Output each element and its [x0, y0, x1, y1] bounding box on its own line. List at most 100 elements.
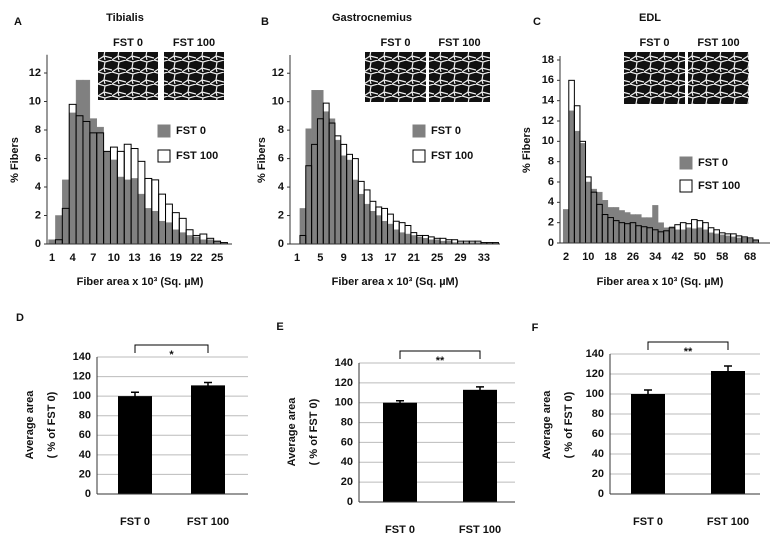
x-axis-label: Fiber area x 10³ (Sq. µM) [597, 276, 724, 288]
x-tick-label: 13 [128, 252, 140, 264]
histogram-bar [54, 239, 63, 245]
legend-swatch [412, 124, 426, 138]
histogram-bar [158, 193, 167, 245]
y-tick-label: 2 [278, 209, 284, 221]
y-tick-label: 0 [548, 237, 554, 249]
y-tick-label: 12 [542, 115, 554, 127]
legend-label: FST 0 [698, 157, 728, 169]
histogram-bar [171, 212, 180, 245]
histogram-bar [590, 191, 598, 244]
panel-label: E [276, 321, 283, 333]
x-tick-label: 1 [294, 252, 300, 264]
y-tick-label: 80 [79, 410, 91, 422]
histogram-bar [416, 234, 424, 245]
histogram-bar [392, 220, 400, 245]
histogram-bar [629, 222, 637, 244]
inset-label: FST 0 [381, 37, 411, 49]
y-tick-label: 140 [73, 351, 91, 363]
histogram-bar [398, 222, 406, 245]
histogram-bar [178, 217, 187, 245]
x-tick-label: 10 [582, 251, 594, 263]
histogram-bar [696, 220, 704, 244]
y-tick-label: 40 [79, 449, 91, 461]
y-tick-label: 18 [542, 54, 554, 66]
micrograph [688, 52, 749, 104]
bar [631, 394, 665, 494]
inset-label: FST 0 [640, 37, 670, 49]
legend-swatch [412, 149, 426, 163]
histogram-bar [640, 226, 648, 244]
histogram-bar [369, 200, 377, 245]
y-tick-label: 60 [79, 429, 91, 441]
histogram-bar [130, 148, 139, 245]
y-tick-label: 120 [335, 377, 353, 389]
histogram-bar [340, 143, 348, 245]
histogram-bar [137, 160, 146, 245]
y-tick-label: 14 [542, 95, 555, 107]
x-axis-label: Fiber area x 10³ (Sq. µM) [77, 276, 204, 288]
histogram-bar [151, 179, 160, 245]
y-axis-label: % Fibers [9, 137, 21, 183]
histogram-bar [311, 143, 318, 245]
y-tick-label: 2 [35, 209, 41, 221]
x-tick-label: 16 [149, 252, 161, 264]
x-axis-label: Fiber area x 10³ (Sq. µM) [332, 276, 459, 288]
legend-label: FST 0 [176, 125, 206, 137]
histogram-bar [305, 165, 313, 245]
x-tick-label: 68 [744, 251, 756, 263]
histogram-bar [61, 207, 70, 245]
histogram-bar [89, 132, 98, 245]
micrograph [365, 52, 426, 102]
histogram-bar [730, 233, 737, 244]
histogram-bar [445, 239, 453, 245]
y-tick-label: 100 [73, 390, 91, 402]
histogram-bar [713, 229, 720, 244]
histogram-bar [585, 176, 592, 244]
histogram-bar [451, 239, 459, 245]
significance-label: ** [684, 346, 693, 358]
histogram-bar [375, 206, 383, 245]
histogram-bar [624, 223, 631, 244]
y-tick-label: 2 [548, 217, 554, 229]
y-tick-label: 0 [85, 488, 91, 500]
histogram-bar [702, 222, 709, 244]
y-tick-label: 4 [35, 181, 42, 193]
x-tick-label: 25 [211, 252, 223, 264]
chart-title: Gastrocnemius [332, 12, 412, 24]
y-tick-label: 8 [35, 124, 41, 136]
histogram-bar [351, 158, 359, 245]
error-bar [204, 381, 212, 389]
error-bar [644, 389, 652, 398]
histogram-bar [103, 150, 111, 245]
histogram-bar [299, 234, 307, 245]
x-tick-label: 34 [649, 251, 662, 263]
y-tick-label: 0 [598, 488, 604, 500]
x-tick-label: 29 [454, 252, 466, 264]
histogram-bar [363, 189, 371, 245]
x-tick-label: FST 100 [187, 516, 229, 528]
histogram-bar [596, 203, 603, 244]
histogram-bar [607, 217, 614, 244]
inset-label: FST 0 [113, 37, 143, 49]
x-tick-label: 17 [384, 252, 396, 264]
histogram-bar [679, 222, 687, 244]
micrograph [98, 52, 158, 100]
x-tick-label: 4 [70, 252, 77, 264]
histogram-bar [601, 214, 609, 244]
histogram-bar [116, 150, 125, 245]
histogram-bar [316, 118, 324, 245]
y-axis-label: Average area [286, 397, 298, 467]
significance-bracket [399, 350, 481, 359]
bar [191, 385, 225, 494]
y-tick-label: 4 [548, 196, 555, 208]
histogram-bar [668, 227, 676, 244]
chart-title: Tibialis [106, 12, 144, 24]
y-tick-label: 20 [341, 476, 353, 488]
x-tick-label: 58 [716, 251, 728, 263]
inset-label: FST 100 [173, 37, 215, 49]
x-tick-label: 7 [90, 252, 96, 264]
legend-swatch [157, 124, 171, 138]
legend-swatch [157, 149, 171, 163]
histogram-bar [334, 135, 342, 245]
significance-label: ** [436, 355, 445, 367]
